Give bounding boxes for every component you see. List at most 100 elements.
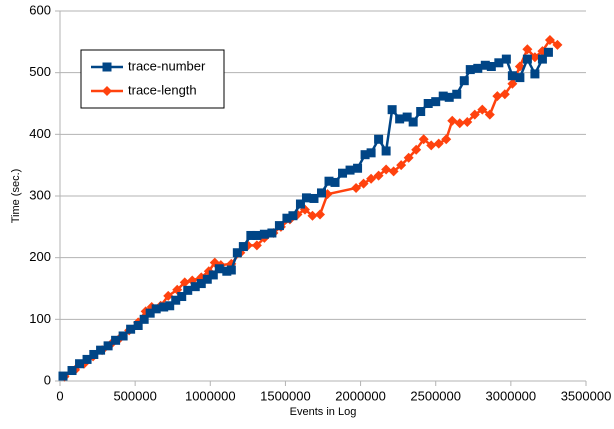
marker <box>345 165 355 175</box>
marker <box>543 47 553 57</box>
marker <box>438 91 448 101</box>
x-tick-label: 2000000 <box>335 388 386 403</box>
marker <box>151 304 161 314</box>
marker <box>103 341 113 351</box>
marker <box>58 371 68 381</box>
marker <box>462 117 473 127</box>
marker <box>373 170 384 181</box>
marker <box>111 335 121 345</box>
marker <box>145 308 155 318</box>
y-tick-label: 100 <box>29 311 51 326</box>
marker <box>444 92 454 102</box>
marker <box>246 230 256 240</box>
marker <box>316 188 326 198</box>
marker <box>416 107 426 117</box>
marker <box>530 69 540 79</box>
marker <box>515 73 525 83</box>
marker <box>529 52 540 63</box>
marker <box>522 54 532 64</box>
marker <box>499 89 510 100</box>
marker <box>447 115 458 126</box>
marker <box>330 177 340 187</box>
x-tick-label: 3500000 <box>561 388 612 403</box>
marker <box>552 39 563 50</box>
marker <box>402 112 412 122</box>
marker <box>133 321 143 330</box>
marker <box>89 349 99 359</box>
marker <box>477 104 488 115</box>
marker <box>396 160 407 171</box>
x-tick-label: 3000000 <box>486 388 537 403</box>
marker <box>480 60 490 70</box>
marker <box>126 324 136 334</box>
y-tick-label: 0 <box>44 372 51 387</box>
marker <box>165 301 175 311</box>
marker <box>501 54 511 64</box>
x-axis-title: Events in Log <box>290 406 357 418</box>
marker <box>179 277 190 288</box>
marker <box>324 176 334 186</box>
marker <box>423 99 433 108</box>
x-tick-label: 0 <box>56 388 63 403</box>
marker <box>441 134 452 145</box>
marker <box>190 282 200 292</box>
marker <box>67 366 77 376</box>
marker <box>118 331 128 341</box>
x-tick-label: 1000000 <box>185 388 236 403</box>
marker <box>274 221 284 231</box>
legend-box <box>80 49 225 109</box>
marker <box>431 97 441 107</box>
marker <box>484 109 495 120</box>
y-tick-label: 500 <box>29 64 51 79</box>
marker <box>159 302 169 312</box>
marker <box>177 292 187 302</box>
marker <box>202 274 212 284</box>
marker <box>307 210 318 221</box>
marker <box>454 118 465 129</box>
marker <box>544 34 555 45</box>
marker <box>492 91 503 102</box>
marker <box>252 230 262 240</box>
marker <box>232 248 242 258</box>
marker <box>381 146 391 156</box>
marker <box>358 178 369 189</box>
y-tick-label: 400 <box>29 126 51 141</box>
marker <box>288 211 298 221</box>
marker <box>411 144 422 155</box>
marker <box>486 62 496 71</box>
marker <box>395 114 405 124</box>
y-tick-label: 300 <box>29 187 51 202</box>
marker <box>163 290 174 301</box>
marker <box>183 285 193 295</box>
marker <box>387 105 397 115</box>
legend-label: trace-number <box>128 58 206 73</box>
marker <box>314 209 325 220</box>
marker <box>295 199 305 209</box>
marker <box>96 345 106 355</box>
marker <box>366 173 377 184</box>
marker <box>360 150 370 160</box>
marker <box>301 193 311 203</box>
marker <box>465 65 475 75</box>
marker <box>214 264 224 274</box>
marker <box>433 138 444 149</box>
marker <box>259 229 269 239</box>
x-tick-label: 2500000 <box>410 388 461 403</box>
marker <box>426 140 437 151</box>
marker <box>494 58 504 68</box>
marker <box>408 117 418 127</box>
marker <box>418 134 429 145</box>
marker <box>388 166 399 177</box>
marker <box>102 62 112 72</box>
marker <box>196 279 206 289</box>
x-tick-label: 1500000 <box>260 388 311 403</box>
marker <box>309 193 319 203</box>
y-tick-label: 600 <box>29 2 51 17</box>
marker <box>222 266 232 276</box>
marker <box>473 63 483 73</box>
x-tick-label: 500000 <box>113 388 156 403</box>
marker <box>139 314 149 324</box>
marker <box>522 44 533 55</box>
marker <box>507 71 517 81</box>
